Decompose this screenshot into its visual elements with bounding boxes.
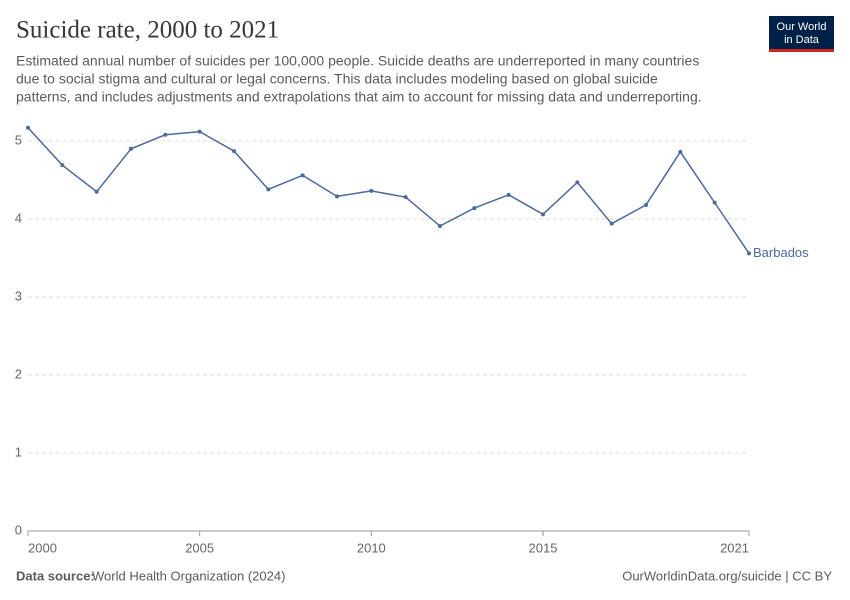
series-label: Barbados [753,245,809,260]
source-label: Data source: [16,568,95,583]
point [747,251,751,256]
credit[interactable]: OurWorldinData.org/suicide | CC BY [622,568,832,583]
chart-title: Suicide rate, 2000 to 2021 [16,17,279,44]
subtitle: Estimated annual number of suicides per … [16,53,699,69]
point [506,192,511,197]
point [232,149,236,154]
point [609,221,614,226]
point [300,173,305,178]
x-tick-label: 2010 [357,540,386,555]
point [712,200,717,205]
y-tick-label: 5 [15,132,22,147]
point [644,202,648,207]
line [27,127,750,254]
point [26,125,30,130]
y-tick-label: 2 [15,366,22,381]
y-tick-label: 3 [15,288,22,303]
y-tick-label: 4 [15,210,22,225]
logo-box [769,16,834,52]
point [60,163,65,168]
logo-bar [769,49,834,52]
x-tick-label: 2000 [28,540,57,555]
point [678,149,683,154]
point [129,146,133,151]
y-tick-label: 1 [15,444,22,459]
point [335,194,339,199]
x-tick-label: 2015 [529,540,558,555]
point [403,195,408,200]
point [472,206,477,211]
point [163,132,168,137]
point [575,180,580,185]
point [94,189,99,194]
y-tick-label: 0 [15,522,22,537]
point [197,129,202,134]
point [541,212,545,217]
point [369,188,374,193]
source: World Health Organization (2024) [92,568,285,583]
logo-text: Our World [777,21,827,33]
x-tick-label: 2021 [720,540,749,555]
subtitle: patterns, and includes adjustments and e… [16,89,702,105]
x-tick-label: 2005 [185,540,214,555]
point [266,187,271,192]
point [438,224,442,229]
logo[interactable]: Our World in Data [769,16,834,52]
logo-text: in Data [784,34,820,46]
subtitle: due to social stigma and cultural or leg… [16,71,658,87]
